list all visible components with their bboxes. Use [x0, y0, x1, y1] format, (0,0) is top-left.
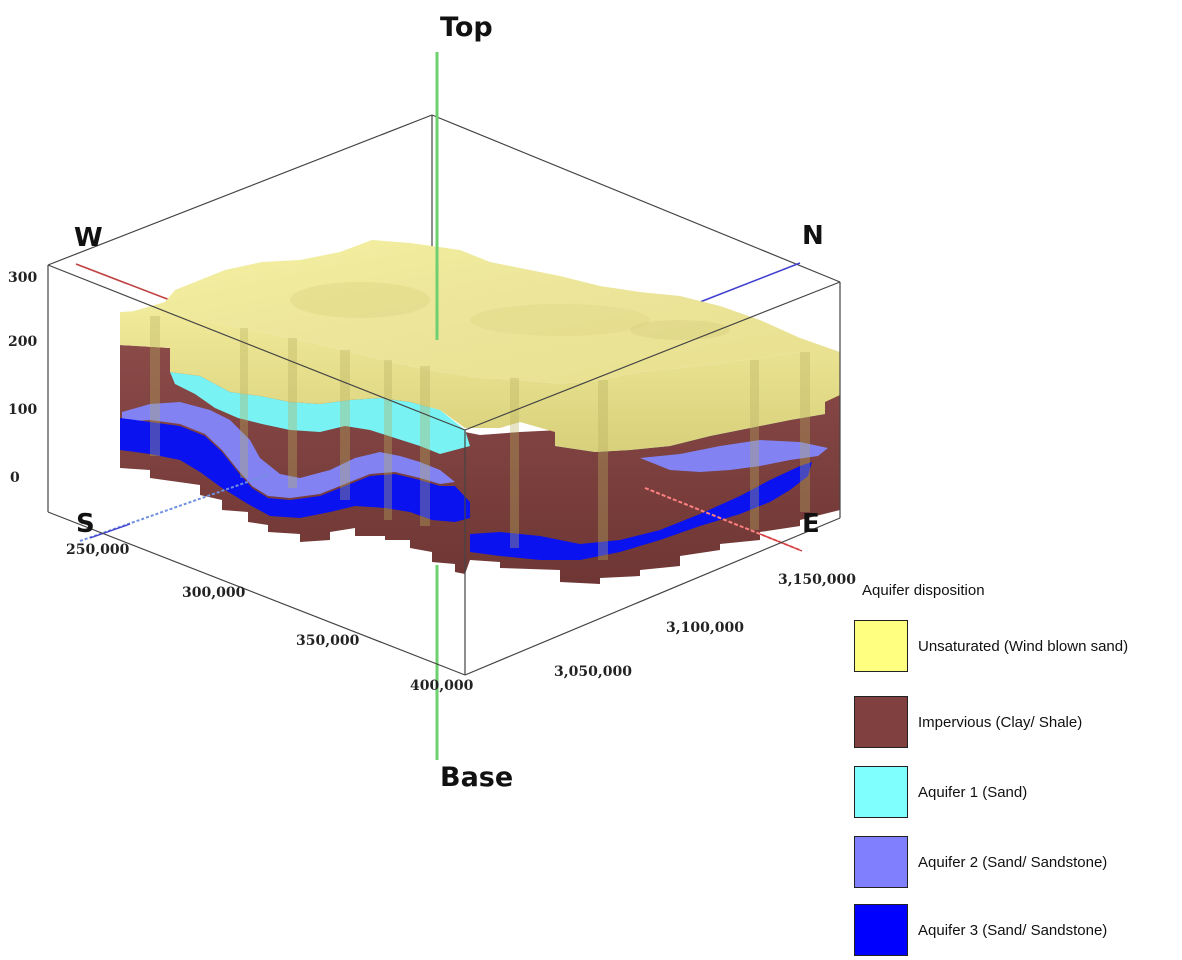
- easting-tick: 350,000: [296, 633, 360, 649]
- south-axis-line: [79, 473, 271, 542]
- terrain-shade: [290, 282, 430, 318]
- aquifer-3-layer: [120, 418, 470, 522]
- legend-label: Unsaturated (Wind blown sand): [918, 638, 1129, 655]
- north-label: N: [802, 221, 824, 251]
- elevation-tick: 0: [10, 470, 20, 486]
- south-label: S: [76, 509, 95, 539]
- easting-tick-labels: 250,000 300,000 350,000 400,000: [66, 542, 474, 694]
- northing-tick: 3,100,000: [666, 620, 744, 636]
- legend-item-unsaturated: Unsaturated (Wind blown sand): [852, 620, 1182, 676]
- northing-tick: 3,150,000: [778, 572, 856, 588]
- legend-swatch: [854, 904, 908, 956]
- easting-tick: 300,000: [182, 585, 246, 601]
- elevation-tick: 100: [8, 402, 37, 418]
- legend-title: Aquifer disposition: [862, 582, 985, 599]
- column-edges: [150, 316, 810, 560]
- legend-item-aquifer-3: Aquifer 3 (Sand/ Sandstone): [852, 904, 1182, 960]
- northing-tick: 3,050,000: [554, 664, 632, 680]
- legend-label: Aquifer 1 (Sand): [918, 784, 1028, 801]
- legend: Aquifer disposition Unsaturated (Wind bl…: [852, 578, 1182, 959]
- elevation-tick: 300: [8, 270, 37, 286]
- legend-item-aquifer-2: Aquifer 2 (Sand/ Sandstone): [852, 836, 1182, 892]
- east-label: E: [802, 509, 820, 539]
- south-axis-outer: [89, 523, 131, 539]
- legend-swatch: [854, 766, 908, 818]
- west-label: W: [74, 223, 103, 253]
- unsaturated-front: [120, 310, 840, 452]
- northing-tick-labels: 3,050,000 3,100,000 3,150,000: [554, 572, 856, 680]
- unsaturated-top-surface: [120, 240, 840, 384]
- legend-item-impervious: Impervious (Clay/ Shale): [852, 696, 1182, 752]
- north-axis-line: [699, 262, 801, 303]
- aquifer-3-right: [470, 462, 812, 560]
- west-axis-line: [75, 263, 176, 303]
- easting-tick: 250,000: [66, 542, 130, 558]
- legend-label: Aquifer 3 (Sand/ Sandstone): [918, 922, 1108, 939]
- legend-swatch: [854, 620, 908, 672]
- geological-solid: [120, 240, 840, 584]
- elevation-tick: 200: [8, 334, 37, 350]
- terrain-shade: [630, 320, 730, 340]
- legend-swatch: [854, 696, 908, 748]
- legend-label: Aquifer 2 (Sand/ Sandstone): [918, 854, 1108, 871]
- easting-tick: 400,000: [410, 678, 474, 694]
- legend-swatch: [854, 836, 908, 888]
- aquifer-2-right: [640, 440, 828, 472]
- base-label: Base: [440, 762, 513, 793]
- aquifer-1-layer: [170, 372, 470, 454]
- legend-item-aquifer-1: Aquifer 1 (Sand): [852, 766, 1182, 822]
- top-label: Top: [440, 12, 493, 43]
- aquifer-2-layer: [122, 402, 455, 498]
- bounding-box-front: [47, 264, 841, 676]
- elevation-tick-labels: 300 200 100 0: [8, 270, 37, 486]
- terrain-shade: [470, 304, 650, 336]
- legend-label: Impervious (Clay/ Shale): [918, 714, 1083, 731]
